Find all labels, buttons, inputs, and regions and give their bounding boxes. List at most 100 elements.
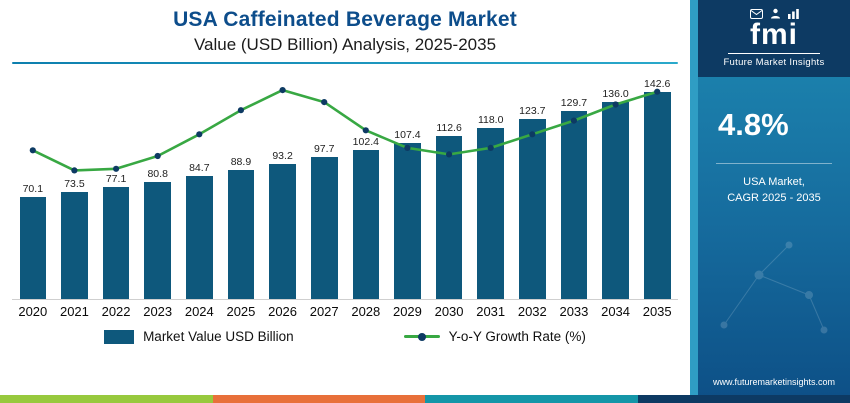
x-axis-tick-label: 2034 (601, 304, 631, 319)
bar (560, 110, 588, 299)
bar-group: 118.0 (470, 114, 512, 299)
x-axis-labels: 2020 2021 2022 2023 2024 2025 2026 2027 2028 2029… (12, 304, 678, 319)
x-axis-tick-label: 2022 (101, 304, 131, 319)
chart-panel: USA Caffeinated Beverage Market Value (U… (12, 8, 678, 344)
sidebar-accent-strip (690, 0, 698, 403)
x-axis-tick-label: 2033 (559, 304, 589, 319)
x-axis-tick-label: 2029 (392, 304, 422, 319)
person-icon (770, 8, 780, 19)
bar-group: 70.1 (12, 183, 54, 299)
bar-group: 88.9 (220, 156, 262, 299)
x-axis-tick-label: 2032 (517, 304, 547, 319)
x-axis-tick-label: 2025 (226, 304, 256, 319)
growth-line-marker (237, 107, 244, 114)
bar (186, 176, 213, 299)
chart-legend: Market Value USD Billion Y-o-Y Growth Ra… (12, 329, 678, 344)
bar-value-label: 88.9 (230, 156, 252, 168)
page-subtitle: Value (USD Billion) Analysis, 2025-2035 (193, 35, 497, 54)
bar-legend-label: Market Value USD Billion (143, 329, 294, 344)
website-link[interactable]: www.futuremarketinsights.com (712, 377, 836, 387)
bar-value-label: 93.2 (272, 149, 293, 162)
logo-icons-row (706, 7, 842, 19)
bar-group: 97.7 (303, 143, 345, 299)
bar (519, 119, 546, 299)
x-axis-tick-label: 2023 (143, 304, 173, 319)
bar-group: 123.7 (512, 105, 554, 299)
bar (643, 92, 671, 299)
bar (144, 181, 171, 299)
footer-stripe-segment (0, 395, 213, 403)
bar-group: 93.2 (262, 150, 304, 299)
logo-underline (728, 52, 820, 54)
growth-line-marker (321, 99, 328, 106)
bar-group: 102.4 (345, 136, 387, 299)
bar-group: 73.5 (54, 178, 96, 299)
bar (227, 170, 255, 299)
cagr-value: 4.8% (718, 106, 789, 142)
bar-group: 136.0 (595, 88, 637, 299)
x-axis-tick-label: 2027 (309, 304, 339, 319)
bar-value-label: 136.0 (602, 87, 629, 100)
growth-line-marker (29, 147, 36, 154)
growth-line-marker (154, 152, 161, 160)
bar (19, 197, 47, 299)
bar-legend-swatch (104, 329, 135, 344)
bar-value-label: 102.4 (352, 136, 379, 149)
growth-line-marker (113, 165, 120, 172)
bar (477, 127, 504, 299)
x-axis-tick-label: 2020 (18, 304, 48, 319)
x-axis-tick-label: 2030 (434, 304, 464, 319)
footer-stripe-segment (637, 395, 850, 403)
bar (435, 135, 463, 299)
logo-wordmark: fmi (750, 18, 798, 51)
bar (602, 101, 629, 299)
bar-value-label: 107.4 (394, 129, 421, 142)
legend-item-growth-rate: Y-o-Y Growth Rate (%) (403, 329, 586, 344)
chart-area: 70.1 73.5 77.1 80.8 84.7 88.9 93.2 97.7 102.4 107… (12, 74, 678, 319)
bar-value-label: 118.0 (477, 113, 504, 126)
bar-value-label: 70.1 (22, 183, 44, 196)
line-legend-swatch (403, 332, 440, 341)
bar-group: 84.7 (179, 162, 221, 299)
footer-color-stripe (0, 395, 850, 403)
bar-value-label: 123.7 (519, 105, 546, 118)
x-axis-tick-label: 2026 (268, 304, 298, 319)
cagr-caption-market: USA Market, (743, 175, 805, 188)
bar-value-label: 142.6 (644, 78, 671, 90)
bar-group: 107.4 (387, 129, 429, 299)
cagr-caption: USA Market, CAGR 2025 - 2035 (698, 174, 850, 207)
line-legend-label: Y-o-Y Growth Rate (%) (448, 329, 586, 344)
x-axis-tick-label: 2035 (642, 304, 672, 319)
bar (61, 192, 88, 299)
header-divider (12, 62, 678, 64)
cagr-caption-period: CAGR 2025 - 2035 (727, 192, 821, 204)
x-axis-tick-label: 2024 (184, 304, 214, 319)
growth-line-marker (279, 87, 286, 94)
bar (269, 163, 296, 299)
bar-value-label: 129.7 (560, 96, 588, 109)
bar-group: 80.8 (137, 168, 179, 299)
line-legend-marker-icon (417, 332, 426, 341)
bar (352, 150, 380, 299)
bar-group: 129.7 (553, 97, 595, 299)
bar-value-label: 77.1 (105, 173, 127, 186)
sidebar-body: fmi Future Market Insights 4.8% USA Mark… (698, 0, 850, 403)
page-title: USA Caffeinated Beverage Market (173, 8, 517, 31)
decorative-network-graphic (720, 241, 828, 334)
bar-value-label: 97.7 (313, 143, 335, 156)
fmi-logo: fmi Future Market Insights (698, 0, 850, 77)
plot-area: 70.1 73.5 77.1 80.8 84.7 88.9 93.2 97.7 102.4 107… (12, 74, 678, 300)
bar (310, 157, 338, 299)
x-axis-tick-label: 2028 (351, 304, 381, 319)
logo-caption: Future Market Insights (723, 56, 825, 68)
bar-value-label: 84.7 (189, 162, 210, 174)
footer-stripe-segment (212, 395, 425, 403)
legend-item-market-value: Market Value USD Billion (104, 329, 294, 344)
growth-line-marker (196, 131, 203, 138)
brand-sidebar: fmi Future Market Insights 4.8% USA Mark… (690, 0, 850, 403)
bar (394, 143, 421, 299)
bar-group: 142.6 (636, 78, 678, 299)
footer-stripe-segment (425, 395, 638, 403)
x-axis-tick-label: 2031 (476, 304, 506, 319)
bar-value-label: 112.6 (436, 121, 462, 134)
